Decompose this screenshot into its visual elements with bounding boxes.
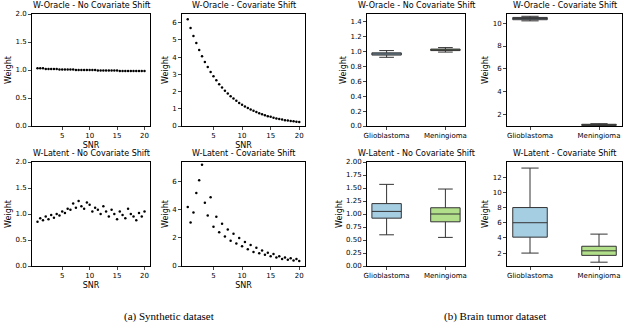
svg-text:1.0: 1.0 <box>15 66 26 74</box>
svg-text:Glioblastoma: Glioblastoma <box>507 272 553 280</box>
svg-text:10: 10 <box>85 272 94 280</box>
svg-text:SNR: SNR <box>83 281 100 290</box>
svg-text:1.50: 1.50 <box>346 184 362 192</box>
svg-text:2: 2 <box>172 234 176 242</box>
svg-text:1.4: 1.4 <box>350 18 362 26</box>
svg-text:15: 15 <box>113 272 122 280</box>
svg-text:(a) Synthetic dataset: (a) Synthetic dataset <box>124 310 214 323</box>
svg-text:2.00: 2.00 <box>346 158 362 166</box>
svg-text:Weight: Weight <box>481 56 490 84</box>
svg-text:Weight: Weight <box>161 56 170 84</box>
svg-text:Weight: Weight <box>4 200 13 228</box>
svg-text:8: 8 <box>497 204 501 212</box>
svg-text:(b) Brain tumor dataset: (b) Brain tumor dataset <box>444 310 546 323</box>
svg-text:W-Oracle - No Covariate Shift: W-Oracle - No Covariate Shift <box>358 1 475 10</box>
svg-text:0.5: 0.5 <box>15 94 26 102</box>
svg-text:W-Oracle - No Covariate Shift: W-Oracle - No Covariate Shift <box>33 1 150 10</box>
svg-text:10: 10 <box>493 20 502 28</box>
svg-text:1.5: 1.5 <box>15 38 26 46</box>
svg-text:0.50: 0.50 <box>346 236 362 244</box>
svg-text:2.0: 2.0 <box>15 10 26 18</box>
svg-text:Weight: Weight <box>161 200 170 228</box>
svg-text:W-Latent - No Covariate Shift: W-Latent - No Covariate Shift <box>33 149 150 158</box>
svg-text:0: 0 <box>172 262 176 270</box>
svg-text:4: 4 <box>172 54 177 62</box>
svg-text:0.00: 0.00 <box>346 262 362 270</box>
svg-text:2: 2 <box>172 88 176 96</box>
svg-text:Meningioma: Meningioma <box>578 272 621 280</box>
svg-text:0.0: 0.0 <box>15 122 26 130</box>
svg-text:W-Oracle - Covariate Shift: W-Oracle - Covariate Shift <box>513 1 617 10</box>
svg-text:1.0: 1.0 <box>15 210 26 218</box>
svg-text:12: 12 <box>493 174 502 182</box>
svg-text:Meningioma: Meningioma <box>424 132 467 140</box>
svg-text:4: 4 <box>497 88 502 96</box>
svg-text:W-Latent - Covariate Shift: W-Latent - Covariate Shift <box>192 149 295 158</box>
svg-text:5: 5 <box>172 36 176 44</box>
svg-text:15: 15 <box>113 132 122 140</box>
svg-text:0: 0 <box>172 122 176 130</box>
svg-text:Glioblastoma: Glioblastoma <box>364 272 410 280</box>
svg-text:15: 15 <box>266 272 275 280</box>
svg-text:0.75: 0.75 <box>346 223 362 231</box>
svg-text:20: 20 <box>140 272 149 280</box>
svg-text:W-Latent - No Covariate Shift: W-Latent - No Covariate Shift <box>358 149 475 158</box>
svg-text:10: 10 <box>85 132 94 140</box>
svg-text:5: 5 <box>60 132 64 140</box>
svg-text:10: 10 <box>238 272 247 280</box>
svg-text:6: 6 <box>172 178 177 186</box>
svg-text:W-Latent - Covariate Shift: W-Latent - Covariate Shift <box>513 149 616 158</box>
svg-text:10: 10 <box>493 189 502 197</box>
svg-text:20: 20 <box>295 272 304 280</box>
svg-text:4: 4 <box>172 206 177 214</box>
svg-text:SNR: SNR <box>83 141 100 150</box>
svg-text:1.0: 1.0 <box>350 48 361 56</box>
svg-text:Weight: Weight <box>4 56 13 84</box>
svg-text:15: 15 <box>266 132 275 140</box>
svg-text:Meningioma: Meningioma <box>424 272 467 280</box>
svg-text:Glioblastoma: Glioblastoma <box>507 132 553 140</box>
svg-text:Glioblastoma: Glioblastoma <box>364 132 410 140</box>
svg-text:0.6: 0.6 <box>350 78 362 86</box>
svg-text:0.0: 0.0 <box>15 262 26 270</box>
svg-text:6: 6 <box>172 19 177 27</box>
svg-text:0.25: 0.25 <box>346 249 362 257</box>
svg-text:Weight: Weight <box>339 56 348 84</box>
svg-text:SNR: SNR <box>235 281 252 290</box>
svg-text:3: 3 <box>172 71 176 79</box>
svg-text:8: 8 <box>497 42 501 50</box>
svg-text:Weight: Weight <box>335 200 344 228</box>
svg-text:4: 4 <box>497 234 502 242</box>
svg-text:20: 20 <box>140 132 149 140</box>
svg-text:0.5: 0.5 <box>15 236 26 244</box>
svg-text:2.0: 2.0 <box>15 158 26 166</box>
svg-text:0.2: 0.2 <box>350 108 361 116</box>
svg-text:Weight: Weight <box>481 200 490 228</box>
svg-text:6: 6 <box>497 65 502 73</box>
svg-text:SNR: SNR <box>235 141 252 150</box>
svg-text:1.2: 1.2 <box>350 33 361 41</box>
svg-text:5: 5 <box>211 272 215 280</box>
svg-text:6: 6 <box>497 219 502 227</box>
svg-text:0.0: 0.0 <box>350 122 361 130</box>
svg-text:W-Oracle - Covariate Shift: W-Oracle - Covariate Shift <box>192 1 296 10</box>
svg-text:0.8: 0.8 <box>350 63 361 71</box>
svg-text:1.00: 1.00 <box>346 210 362 218</box>
svg-text:Meningioma: Meningioma <box>578 132 621 140</box>
svg-text:10: 10 <box>238 132 247 140</box>
svg-text:1: 1 <box>172 105 176 113</box>
svg-text:20: 20 <box>295 132 304 140</box>
svg-text:0.4: 0.4 <box>350 93 362 101</box>
svg-text:2: 2 <box>497 111 501 119</box>
svg-text:1.5: 1.5 <box>15 184 26 192</box>
svg-text:1.25: 1.25 <box>346 197 362 205</box>
svg-text:2: 2 <box>497 250 501 258</box>
svg-text:5: 5 <box>60 272 64 280</box>
svg-text:1.75: 1.75 <box>346 171 362 179</box>
svg-text:5: 5 <box>211 132 215 140</box>
